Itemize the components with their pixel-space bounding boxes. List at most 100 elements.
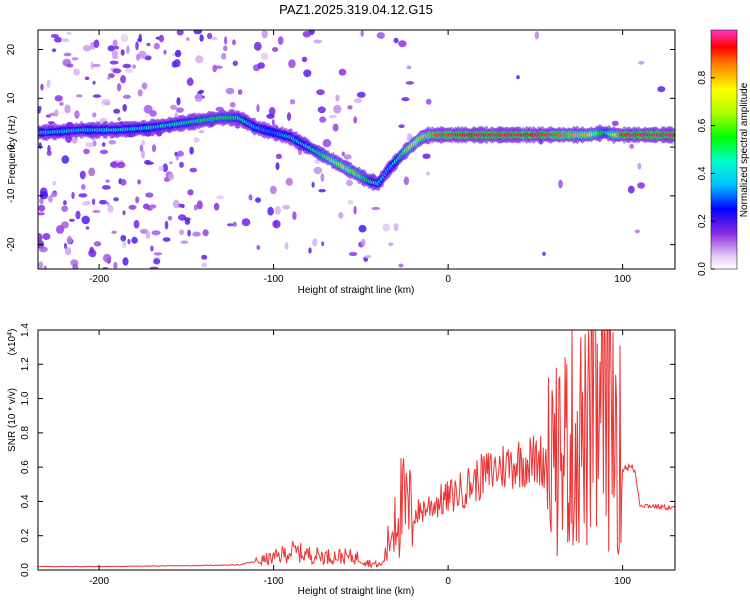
y-tick-label: 0.0 [20, 563, 31, 577]
heatmap-cell [137, 89, 143, 97]
heatmap-cell [346, 179, 353, 187]
heatmap-cell [406, 65, 412, 70]
heatmap-cell [232, 60, 238, 67]
heatmap-cell [63, 52, 72, 57]
heatmap-cell [150, 245, 154, 252]
heatmap-cell [398, 124, 405, 128]
heatmap-cell [54, 36, 62, 43]
heatmap-cell [322, 139, 332, 148]
heatmap-cell [73, 68, 80, 76]
heatmap-cell [120, 75, 127, 84]
heatmap-cell [38, 142, 42, 150]
heatmap-cell [112, 68, 122, 74]
heatmap-cell [43, 265, 47, 269]
heatmap-cell [332, 123, 339, 132]
heatmap-cell [176, 150, 184, 157]
heatmap-cell [237, 89, 243, 95]
heatmap-cell [253, 41, 262, 51]
heatmap-cell [176, 30, 184, 36]
heatmap-cell [198, 129, 205, 134]
heatmap-cell [56, 225, 65, 234]
heatmap-cell [202, 229, 209, 237]
heatmap-cell [102, 253, 112, 263]
heatmap-cell [92, 94, 102, 98]
heatmap-cell [64, 104, 71, 114]
heatmap-cell [275, 153, 282, 159]
x-tick-label: -200 [89, 576, 109, 587]
heatmap-cell [122, 104, 127, 112]
heatmap-cell [223, 45, 228, 52]
colorbar-tick-label: 0.6 [697, 118, 708, 132]
heatmap-cell [328, 115, 337, 119]
heatmap-cell [260, 52, 269, 61]
heatmap-cell [122, 94, 131, 99]
heatmap-cell [393, 37, 399, 44]
spectrogram-x-axis-label: Height of straight line (km) [298, 285, 415, 296]
y-tick-label: -20 [6, 237, 17, 252]
heatmap-cell [149, 110, 157, 117]
heatmap-cell [139, 144, 144, 152]
heatmap-cell [85, 142, 94, 148]
heatmap-cell [85, 226, 90, 230]
x-tick-label: 0 [445, 576, 451, 587]
heatmap-cell [66, 31, 72, 35]
heatmap-cell [61, 155, 70, 164]
heatmap-cell [108, 73, 115, 79]
spectrogram-cells [38, 30, 675, 269]
y-tick-label: 0.4 [20, 494, 31, 508]
heatmap-cell [534, 31, 539, 40]
heatmap-cell [188, 77, 193, 86]
heatmap-cell [79, 170, 86, 180]
heatmap-cell [232, 39, 236, 46]
heatmap-cell [288, 59, 296, 69]
heatmap-cell [213, 202, 220, 211]
heatmap-cell [201, 254, 208, 260]
heatmap-cell [189, 146, 194, 155]
heatmap-cell [194, 93, 203, 103]
heatmap-cell [144, 159, 151, 165]
heatmap-cell [169, 161, 173, 165]
heatmap-cell [201, 262, 208, 268]
colorbar: 0.0 0.2 0.4 0.6 0.8 Normalized spectral ampl… [697, 29, 750, 276]
heatmap-cell [88, 167, 96, 177]
colorbar-tick-label: 0.8 [697, 70, 708, 84]
heatmap-cell [66, 235, 73, 244]
heatmap-cell [358, 224, 367, 233]
heatmap-cell [360, 238, 366, 247]
heatmap-cell [320, 173, 325, 182]
heatmap-cell [39, 246, 48, 253]
heatmap-cell [141, 139, 146, 146]
heatmap-cell [274, 205, 281, 215]
y-tick-label: 10 [6, 92, 17, 104]
heatmap-cell [84, 76, 90, 81]
heatmap-cell [542, 251, 546, 256]
y-tick-label: 0.2 [20, 528, 31, 542]
heatmap-cell [138, 50, 147, 59]
heatmap-cell [301, 56, 308, 63]
heatmap-cell [99, 199, 108, 205]
heatmap-cell [106, 76, 111, 80]
heatmap-cell [81, 184, 86, 190]
heatmap-cell [196, 200, 203, 210]
heatmap-cell [38, 261, 44, 269]
heatmap-cell [179, 229, 185, 236]
heatmap-cell [187, 189, 194, 196]
heatmap-cell [113, 108, 121, 114]
heatmap-cell [108, 140, 117, 145]
x-tick-label: -100 [264, 576, 284, 587]
heatmap-cell [132, 64, 137, 69]
heatmap-cell [398, 40, 407, 48]
heatmap-cell [185, 37, 190, 41]
heatmap-cell [92, 209, 101, 214]
heatmap-cell [51, 48, 57, 53]
heatmap-cell [393, 223, 399, 231]
heatmap-cell [137, 38, 143, 42]
heatmap-cell [83, 148, 90, 155]
heatmap-cell [338, 212, 344, 219]
spectrogram-x-ticks: -200 -100 0 100 [89, 30, 631, 285]
heatmap-cell [271, 119, 275, 126]
heatmap-cell [106, 201, 110, 206]
heatmap-cell [107, 204, 114, 213]
heatmap-cell [425, 98, 432, 105]
